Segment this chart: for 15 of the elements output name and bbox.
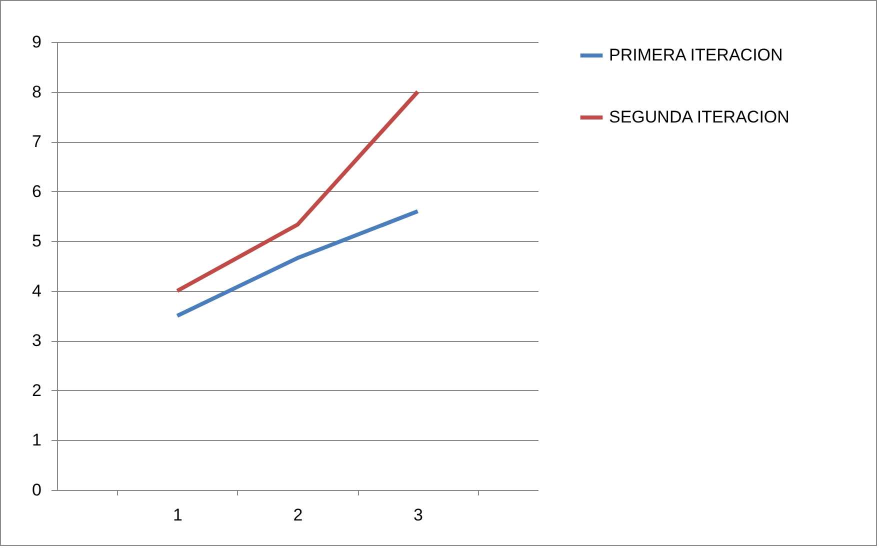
y-tick-label: 6 (32, 182, 42, 201)
y-tick-label: 4 (32, 281, 42, 300)
y-tick-label: 2 (32, 380, 42, 400)
y-tick-label: 9 (32, 32, 42, 52)
y-tick-label: 0 (32, 480, 42, 500)
y-tick-label: 3 (32, 331, 42, 350)
y-tick-label: 8 (32, 82, 42, 102)
legend-label: PRIMERA ITERACION (609, 46, 783, 64)
x-tick-label: 3 (414, 506, 423, 524)
legend-label: SEGUNDA ITERACION (609, 108, 790, 126)
x-tick-label: 2 (293, 506, 303, 524)
y-tick-label: 5 (32, 232, 42, 251)
y-tick-label: 1 (32, 430, 42, 450)
y-tick-label: 7 (32, 132, 42, 152)
x-tick-label: 1 (173, 506, 182, 524)
